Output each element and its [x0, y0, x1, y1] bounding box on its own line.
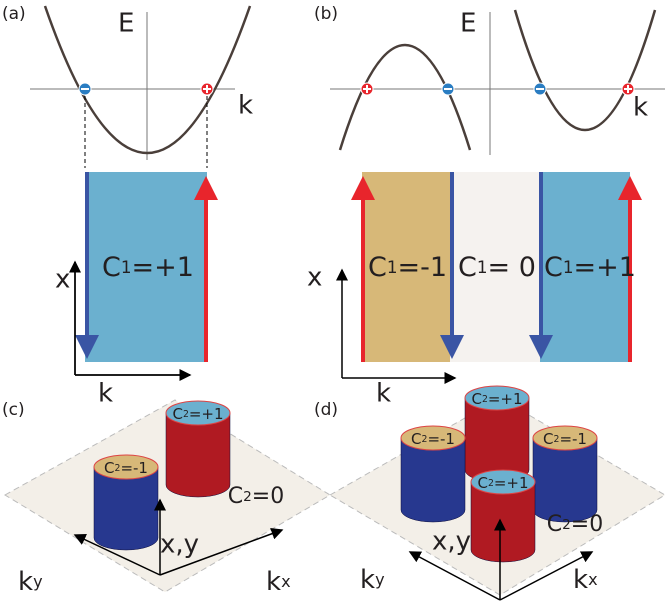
panel-a: (a) E k C1=+1 x k — [2, 4, 253, 409]
figure: (a) E k C1=+1 x k (b) E k C1=-1 C1= 0 C1… — [0, 0, 667, 603]
e-label: E — [460, 9, 476, 39]
k-label: k — [238, 91, 253, 121]
subscript: y — [33, 572, 43, 591]
symbol: C — [104, 459, 114, 477]
axis-label: kx — [266, 567, 291, 597]
k-label: k — [633, 93, 648, 123]
value: =+1 — [494, 474, 529, 492]
value: =-1 — [427, 430, 455, 448]
chern-label: C2=+1 — [477, 474, 528, 492]
symbol: C — [411, 430, 421, 448]
k-label: k — [98, 379, 113, 409]
symbol: C — [477, 474, 487, 492]
axis-label: x,y — [432, 527, 471, 557]
band — [340, 45, 470, 150]
chern-label: C2=-1 — [543, 430, 587, 448]
x-label: x — [55, 265, 70, 295]
value: =0 — [571, 512, 603, 537]
x-label: x — [307, 263, 322, 293]
symbol: C — [471, 390, 481, 408]
axis-label: x,y — [160, 530, 199, 560]
chern-label: C1= 0 — [458, 252, 536, 283]
chern-label: C2=0 — [547, 512, 603, 537]
value: =-1 — [120, 459, 148, 477]
cylinder-body — [166, 413, 230, 497]
subscript: 2 — [243, 489, 252, 505]
symbol: C — [228, 484, 243, 509]
symbol: C — [172, 405, 182, 423]
panel-label: (b) — [314, 4, 338, 24]
value: =+1 — [189, 405, 224, 423]
value: =+1 — [488, 390, 523, 408]
panel-label: (d) — [314, 400, 338, 420]
value: =-1 — [559, 430, 587, 448]
e-label: E — [118, 9, 134, 39]
value: =0 — [252, 484, 284, 509]
symbol: C — [547, 512, 562, 537]
axis-label: ky — [360, 565, 385, 595]
chern-label: C2=+1 — [471, 390, 522, 408]
subscript: y — [375, 570, 385, 589]
base: k — [18, 567, 33, 597]
chern-label: C2=+1 — [172, 405, 223, 423]
chern-label: C1=-1 — [368, 252, 447, 283]
axis-label: ky — [18, 567, 43, 597]
panel-label: (c) — [2, 400, 25, 420]
chern-label: C2=-1 — [411, 430, 455, 448]
base: k — [573, 565, 588, 595]
panel-b: (b) E k C1=-1 C1= 0 C1=+1 x k — [307, 4, 665, 409]
chern-label: C2=0 — [228, 484, 284, 509]
cylinder-body — [401, 438, 465, 522]
cylinder-body — [465, 398, 529, 482]
base: k — [266, 567, 281, 597]
base: k — [360, 565, 375, 595]
chern-label: C1=+1 — [544, 252, 636, 283]
chern-label: C1=+1 — [102, 252, 194, 283]
panel-label: (a) — [2, 4, 26, 24]
subscript: x — [588, 570, 598, 589]
cylinder-body — [533, 438, 597, 522]
subscript: x — [281, 572, 291, 591]
axis-label: kx — [573, 565, 598, 595]
k-label: k — [376, 379, 391, 409]
subscript: 2 — [562, 517, 571, 533]
symbol: C — [543, 430, 553, 448]
chern-label: C2=-1 — [104, 459, 148, 477]
